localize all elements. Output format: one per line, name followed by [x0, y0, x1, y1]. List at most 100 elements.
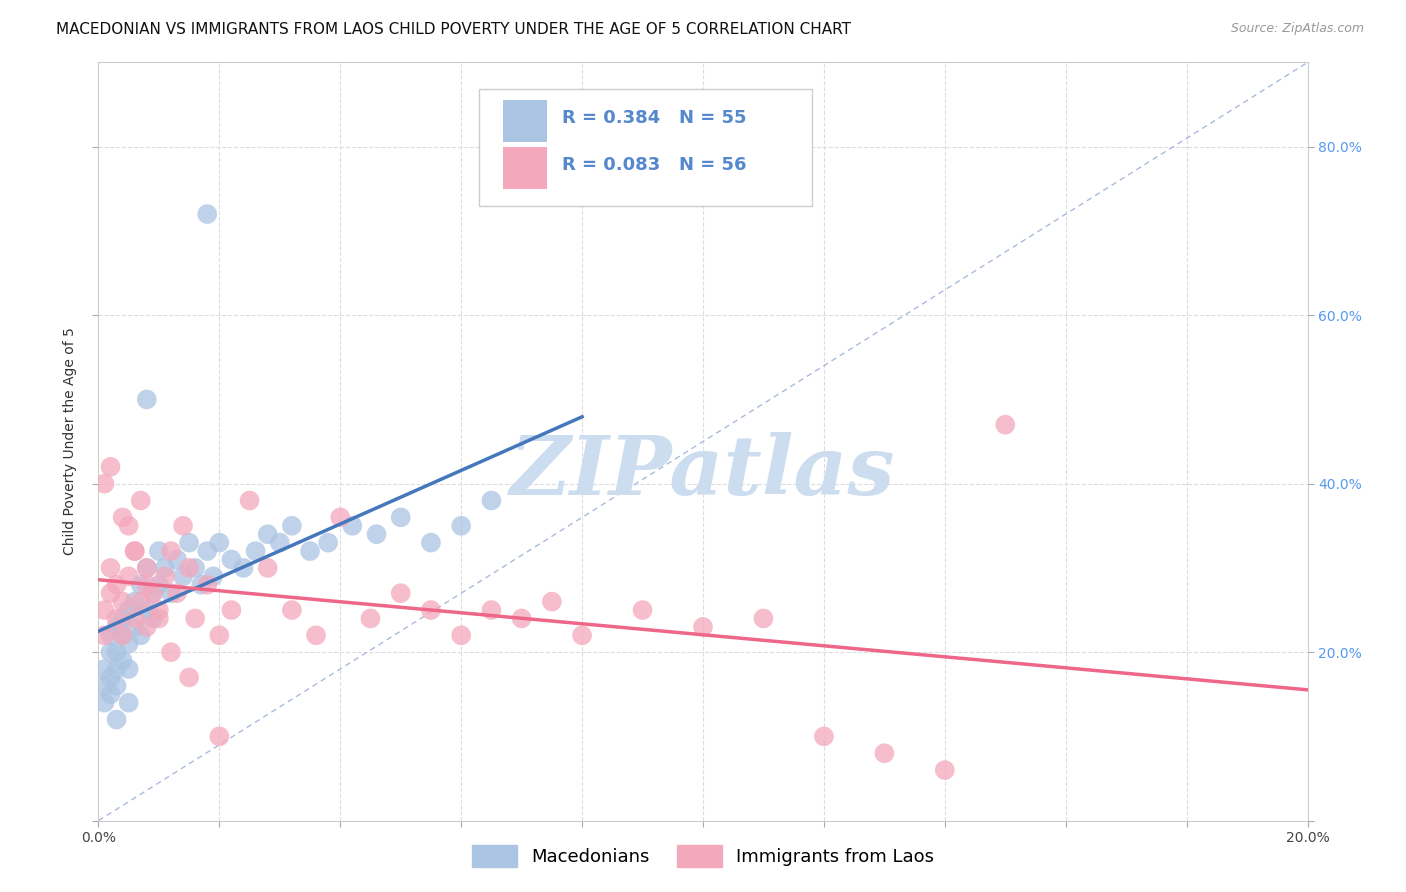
Point — [100, 561, 122, 575]
Point — [208, 730, 231, 744]
Point — [105, 611, 128, 625]
Point — [420, 535, 443, 549]
Point — [100, 687, 122, 701]
Point — [281, 518, 304, 533]
Point — [118, 569, 141, 583]
Point — [752, 611, 775, 625]
Point — [420, 603, 443, 617]
Point — [148, 578, 170, 592]
Point — [179, 535, 201, 549]
Point — [994, 417, 1017, 432]
Point — [100, 628, 122, 642]
Point — [105, 662, 128, 676]
Point — [631, 603, 654, 617]
Point — [100, 586, 122, 600]
Point — [129, 594, 152, 608]
Point — [135, 620, 157, 634]
Point — [105, 713, 128, 727]
Point — [111, 594, 134, 608]
Legend: Macedonians, Immigrants from Laos: Macedonians, Immigrants from Laos — [464, 838, 942, 874]
Point — [179, 670, 201, 684]
Point — [111, 628, 134, 642]
Point — [118, 637, 141, 651]
Text: ZIPatlas: ZIPatlas — [510, 432, 896, 512]
Point — [269, 535, 291, 549]
Point — [118, 662, 141, 676]
Point — [873, 746, 896, 760]
Point — [135, 578, 157, 592]
Point — [366, 527, 388, 541]
Point — [305, 628, 328, 642]
Point — [299, 544, 322, 558]
Point — [166, 586, 188, 600]
Point — [135, 561, 157, 575]
Point — [105, 578, 128, 592]
Point — [316, 535, 339, 549]
Point — [111, 510, 134, 524]
Point — [184, 561, 207, 575]
Point — [111, 628, 134, 642]
Point — [360, 611, 382, 625]
Point — [195, 544, 218, 558]
Point — [105, 620, 128, 634]
Point — [111, 611, 134, 625]
Point — [135, 561, 157, 575]
Point — [221, 603, 243, 617]
Point — [118, 603, 141, 617]
Point — [934, 763, 956, 777]
Point — [153, 569, 176, 583]
Point — [172, 569, 194, 583]
Point — [195, 578, 218, 592]
Point — [166, 552, 188, 566]
Point — [208, 628, 231, 642]
Point — [153, 561, 176, 575]
FancyBboxPatch shape — [503, 100, 547, 142]
Point — [256, 561, 278, 575]
Point — [389, 586, 412, 600]
Point — [93, 628, 115, 642]
Point — [93, 696, 115, 710]
Point — [111, 654, 134, 668]
Point — [124, 544, 146, 558]
Point — [389, 510, 412, 524]
Point — [232, 561, 254, 575]
Point — [208, 535, 231, 549]
Text: R = 0.083   N = 56: R = 0.083 N = 56 — [561, 156, 747, 174]
Point — [129, 493, 152, 508]
Point — [245, 544, 267, 558]
Point — [160, 544, 183, 558]
Point — [179, 561, 201, 575]
Point — [202, 569, 225, 583]
Point — [692, 620, 714, 634]
Point — [510, 611, 533, 625]
Point — [450, 628, 472, 642]
Point — [148, 603, 170, 617]
Point — [135, 392, 157, 407]
Point — [129, 628, 152, 642]
Point — [100, 670, 122, 684]
Point — [124, 544, 146, 558]
Point — [100, 459, 122, 474]
Point — [184, 611, 207, 625]
Point — [124, 594, 146, 608]
Point — [281, 603, 304, 617]
Point — [195, 207, 218, 221]
Point — [172, 518, 194, 533]
Y-axis label: Child Poverty Under the Age of 5: Child Poverty Under the Age of 5 — [63, 327, 77, 556]
FancyBboxPatch shape — [479, 89, 811, 207]
Point — [481, 493, 503, 508]
Point — [124, 611, 146, 625]
Point — [93, 476, 115, 491]
Point — [93, 603, 115, 617]
Point — [481, 603, 503, 617]
Point — [571, 628, 593, 642]
Point — [118, 696, 141, 710]
Point — [148, 544, 170, 558]
Point — [142, 586, 165, 600]
Point — [450, 518, 472, 533]
Text: R = 0.384   N = 55: R = 0.384 N = 55 — [561, 109, 747, 127]
Point — [239, 493, 262, 508]
Text: Source: ZipAtlas.com: Source: ZipAtlas.com — [1230, 22, 1364, 36]
Point — [540, 594, 562, 608]
Point — [105, 679, 128, 693]
